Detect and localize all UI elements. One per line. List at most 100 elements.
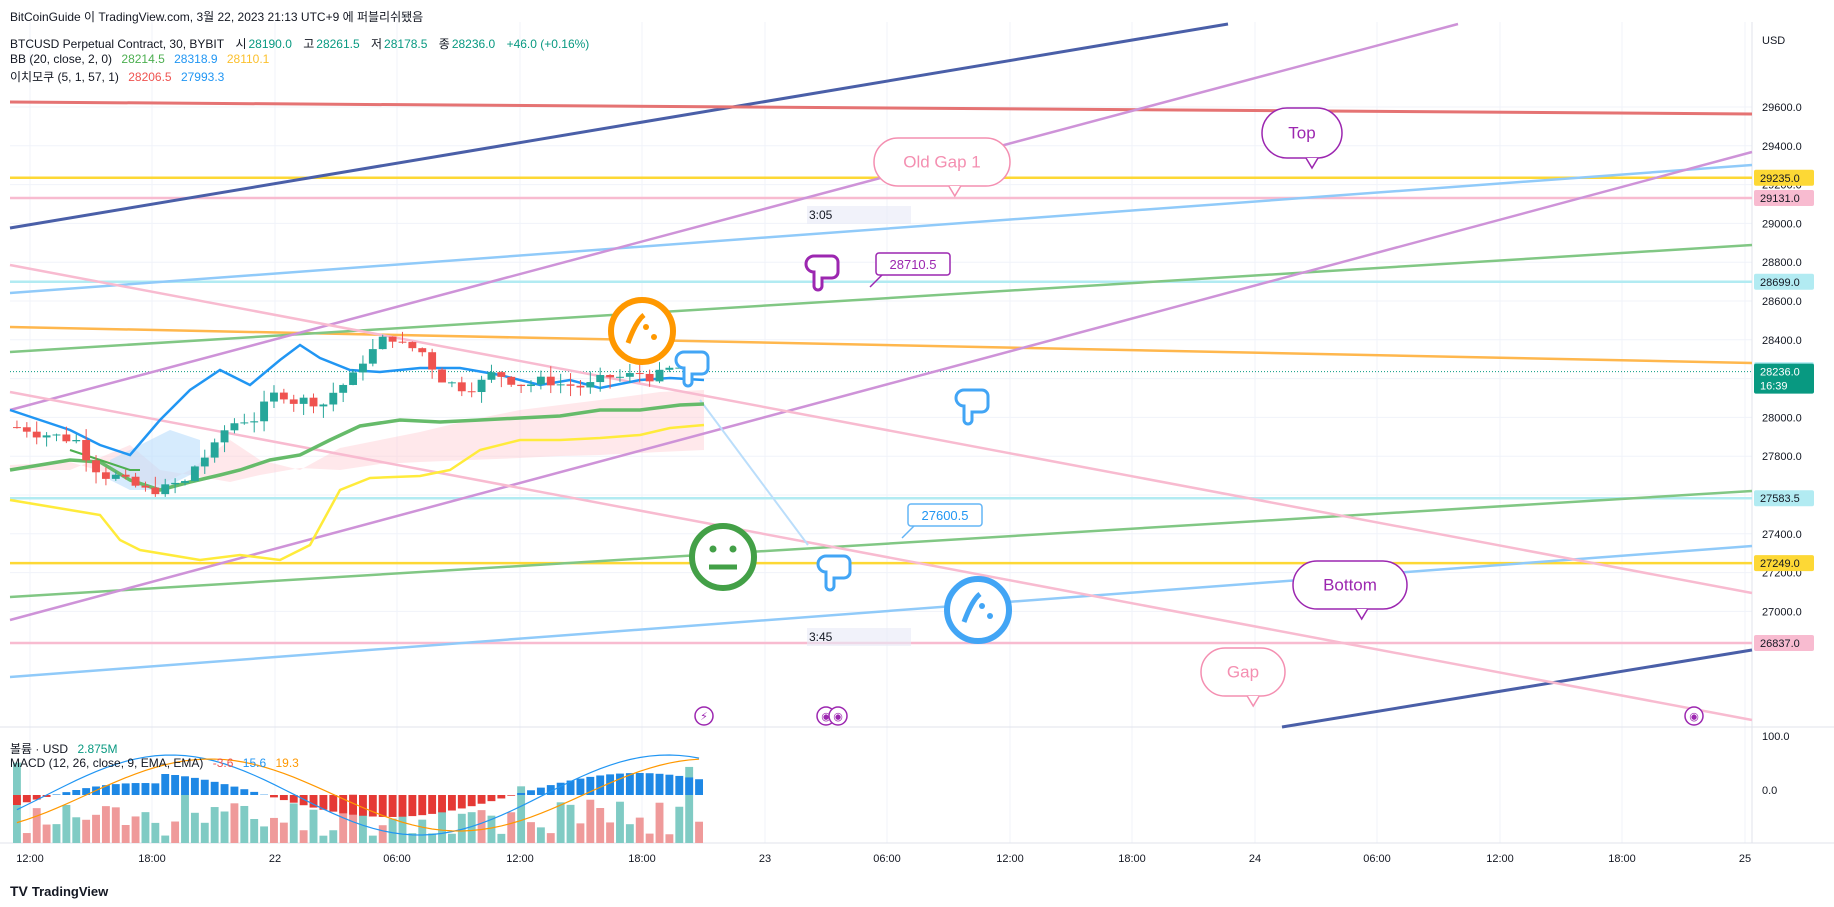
- price-badge: 28236.0 16:39: [1754, 363, 1814, 394]
- x-tick-label: 22: [269, 853, 281, 865]
- volume-tick-label: 0.0: [1762, 785, 1777, 797]
- volume-bar: [675, 806, 684, 843]
- candle: [606, 375, 615, 378]
- candle: [279, 392, 288, 400]
- y-tick-label: 29600.0: [1762, 102, 1802, 114]
- volume-bar: [438, 807, 446, 843]
- volume-bar: [457, 813, 466, 843]
- candle: [438, 369, 446, 383]
- candles: [13, 331, 703, 497]
- candle: [596, 375, 605, 383]
- price-badge-countdown: 16:39: [1760, 381, 1788, 393]
- volume-bar: [72, 817, 81, 843]
- trendline: [1281, 648, 1753, 729]
- volume-bar: [319, 835, 328, 843]
- volume-bar: [685, 766, 694, 843]
- volume-bar: [22, 833, 31, 843]
- macd-histogram-bar: [210, 781, 219, 795]
- candle: [428, 352, 437, 370]
- candle: [507, 376, 516, 385]
- macd-histogram-bar: [645, 773, 654, 795]
- candle: [42, 435, 51, 438]
- price-label: 28710.5: [869, 252, 951, 288]
- candle: [388, 336, 397, 342]
- footer[interactable]: TV TradingView: [10, 883, 108, 899]
- candle: [517, 384, 526, 387]
- candle: [368, 349, 377, 364]
- x-tick-label: 18:00: [628, 853, 656, 865]
- price-badge-text: 27583.5: [1760, 493, 1800, 505]
- candle: [82, 440, 91, 461]
- macd-histogram-bar: [536, 787, 545, 795]
- volume-bar: [616, 801, 624, 843]
- macd-histogram-bar: [329, 795, 338, 812]
- macd-histogram-bar: [497, 795, 506, 799]
- attribution: BitCoinGuide 이 TradingView.com, 3월 22, 2…: [10, 10, 424, 24]
- cloud-bearish: [10, 390, 704, 485]
- candle: [260, 401, 269, 422]
- price-badge: 27249.0: [1754, 555, 1814, 572]
- price-label-text: 27600.5: [922, 508, 969, 523]
- macd-histogram-bar: [121, 783, 130, 795]
- volume-bar: [418, 819, 427, 843]
- candle: [92, 460, 100, 473]
- volume-bar: [398, 811, 407, 843]
- candle: [487, 372, 496, 380]
- candle: [467, 391, 476, 393]
- price-badge: 29131.0: [1754, 189, 1814, 206]
- volume-bar: [606, 822, 615, 843]
- candle: [22, 427, 31, 432]
- candle: [625, 373, 634, 377]
- candle: [72, 440, 81, 442]
- price-badge-text: 28236.0: [1760, 367, 1800, 379]
- volume-bar: [546, 833, 555, 843]
- volume-bar: [497, 833, 506, 843]
- macd-histogram-bar: [200, 779, 209, 795]
- price-badge-text: 29131.0: [1760, 193, 1800, 205]
- volume-bar: [339, 805, 348, 843]
- volume-bar: [141, 812, 150, 843]
- price-badge-text: 27249.0: [1760, 558, 1800, 570]
- tradingview-logo-icon: TV: [10, 883, 28, 899]
- candle: [161, 484, 170, 495]
- volume-bar: [240, 805, 249, 843]
- macd-histogram-bar: [616, 773, 624, 795]
- x-tick-label: 12:00: [16, 853, 44, 865]
- macd-histogram-bar: [131, 783, 140, 795]
- candle: [220, 430, 229, 443]
- y-tick-label: 29000.0: [1762, 218, 1802, 230]
- trendline: [9, 390, 1753, 722]
- cloud-bullish: [110, 430, 200, 490]
- macd-histogram-bar: [695, 779, 703, 795]
- volume-bar: [52, 824, 61, 843]
- volume-bar: [359, 805, 367, 843]
- axes: USD29600.029400.029200.029000.028800.028…: [16, 35, 1814, 865]
- candle: [210, 442, 219, 458]
- volume-bar: [32, 808, 41, 843]
- candle: [13, 427, 21, 429]
- x-tick-label: 24: [1249, 853, 1261, 865]
- annotations: Old Gap 1 Top Bottom Gap 3:05 3:45 28710.5 2760…: [608, 107, 1704, 726]
- x-tick-label: 06:00: [1363, 853, 1391, 865]
- candle: [418, 348, 427, 353]
- macd-histogram-bar: [428, 795, 437, 814]
- price-badge-text: 28699.0: [1760, 277, 1800, 289]
- candle: [111, 474, 120, 479]
- us-flag-event-icon: ◉: [828, 706, 848, 726]
- candle: [131, 476, 140, 486]
- x-tick-label: 18:00: [138, 853, 166, 865]
- candle: [536, 376, 545, 385]
- gap-bubble: Gap: [1200, 647, 1286, 708]
- x-tick-label: 12:00: [1486, 853, 1514, 865]
- neutral-face-icon: [689, 523, 757, 591]
- macd-histogram-bar: [418, 795, 427, 816]
- macd-histogram-bar: [101, 785, 110, 795]
- candle: [576, 385, 585, 388]
- macd-histogram-bar: [586, 776, 595, 795]
- macd-histogram-bar: [270, 795, 278, 798]
- candle: [349, 372, 357, 385]
- macd-histogram-bar: [546, 785, 555, 795]
- x-tick-label: 12:00: [996, 853, 1024, 865]
- candle: [240, 422, 249, 424]
